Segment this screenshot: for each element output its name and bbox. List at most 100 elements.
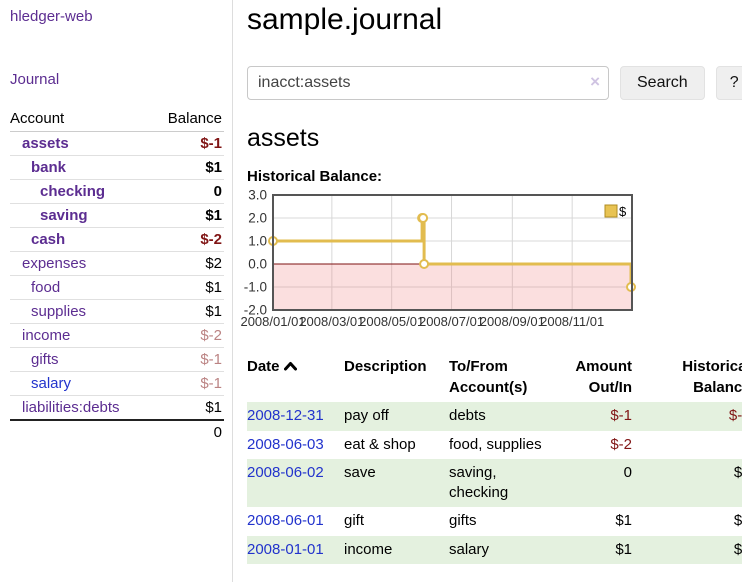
- account-balance: $2: [151, 251, 224, 276]
- register-date-cell: 2008-01-01: [247, 536, 344, 564]
- account-link-income[interactable]: income: [22, 327, 71, 344]
- account-link-saving[interactable]: saving: [40, 207, 88, 224]
- y-tick-label: 1.0: [248, 234, 267, 249]
- register-description-cell: income: [344, 540, 393, 558]
- register-date-cell: 2008-06-02: [247, 459, 344, 508]
- register-header-row: Date Description To/From Account(s) Amount Ou…: [247, 355, 742, 402]
- nav-journal: Journal: [10, 71, 224, 88]
- transaction-date-link[interactable]: 2008-06-02: [247, 463, 324, 481]
- account-name-cell: liabilities:debts: [10, 395, 152, 420]
- app-title-link[interactable]: hledger-web: [10, 8, 93, 25]
- account-row: expenses $2: [10, 251, 224, 276]
- account-heading: assets: [247, 124, 320, 152]
- search-button[interactable]: Search: [620, 66, 705, 100]
- account-name-cell: salary: [10, 371, 152, 396]
- clear-search-icon[interactable]: ×: [590, 72, 600, 91]
- transaction-date-link[interactable]: 2008-01-01: [247, 540, 324, 558]
- account-link-salary[interactable]: salary: [31, 375, 72, 392]
- register-header-description: Description: [344, 358, 427, 375]
- account-name-cell: assets: [10, 132, 151, 156]
- main-content: sample.journal × Search ? assets Histori…: [233, 0, 742, 582]
- account-row: saving $1: [10, 203, 224, 228]
- account-link-supplies[interactable]: supplies: [31, 303, 87, 320]
- y-tick-label: 0.0: [248, 257, 267, 272]
- register-header-date[interactable]: Date: [247, 355, 344, 402]
- journal-link[interactable]: Journal: [10, 71, 60, 88]
- chart-frame: [272, 194, 633, 311]
- chart-title: Historical Balance:: [247, 168, 383, 185]
- account-column-header: Account: [10, 107, 152, 132]
- y-tick-label: -2.0: [244, 303, 267, 318]
- help-button[interactable]: ?: [715, 66, 742, 100]
- data-point-marker: [418, 213, 429, 223]
- sort-asc-icon: [283, 362, 297, 371]
- account-link-assets[interactable]: assets: [22, 135, 69, 152]
- x-tick-label: 2008/09/01: [480, 314, 545, 329]
- account-link-bank[interactable]: bank: [31, 159, 67, 176]
- account-balance: $-2: [151, 227, 224, 252]
- account-name-cell: expenses: [10, 251, 152, 276]
- account-name-cell: saving: [10, 203, 152, 228]
- x-tick-label: 2008/03/01: [299, 314, 364, 329]
- account-row: income $-2: [10, 323, 224, 348]
- register-amount-cell: 0: [623, 463, 632, 481]
- account-name-cell: supplies: [10, 299, 152, 324]
- register-row: 2008-12-31 pay off debts $-1 $-1: [247, 402, 742, 431]
- account-row: checking 0: [10, 179, 224, 204]
- register-header-tofrom: To/From Account(s): [449, 358, 528, 396]
- sidebar: hledger-web Journal Account Balance asse…: [0, 0, 233, 582]
- y-tick-label: -1.0: [244, 280, 267, 295]
- negative-region-shade: [273, 264, 632, 310]
- register-accounts-cell: salary: [449, 540, 490, 558]
- historical-balance-chart: $3.0 2.0 1.0 0.0 -1.0 -2.0 2008/01/01 2008/03/0…: [240, 188, 742, 336]
- account-link-gifts[interactable]: gifts: [31, 351, 59, 368]
- transaction-date-link[interactable]: 2008-06-03: [247, 435, 324, 453]
- account-balance: $1: [151, 299, 224, 324]
- account-balance: $-1: [200, 135, 222, 152]
- transaction-date-link[interactable]: 2008-12-31: [247, 407, 324, 425]
- data-point-marker: [419, 259, 430, 269]
- accounts-total-row: 0: [10, 419, 224, 444]
- account-link-cash[interactable]: cash: [31, 231, 66, 248]
- x-tick-label: 2008/07/01: [419, 314, 484, 329]
- app-title: hledger-web: [10, 8, 224, 25]
- account-row: gifts $-1: [10, 347, 224, 372]
- search-input-wrap: ×: [247, 66, 609, 100]
- register-description-cell: pay off: [344, 407, 389, 425]
- account-link-liabilities-debts[interactable]: liabilities:debts: [22, 399, 120, 416]
- accounts-total-balance: 0: [151, 419, 224, 444]
- account-row: assets $-1: [10, 132, 224, 156]
- register-description-cell: eat & shop: [344, 435, 416, 453]
- register-balance-cell: 0: [634, 431, 742, 459]
- balance-chart-svg: $3.0 2.0 1.0 0.0 -1.0 -2.02008/01/012008/03/0…: [240, 188, 636, 329]
- account-balance: $1: [151, 203, 224, 228]
- register-row: 2008-06-02 save saving, checking 0 $2: [247, 458, 742, 508]
- account-link-expenses[interactable]: expenses: [22, 255, 87, 272]
- x-tick-label: 2008/01/01: [240, 314, 305, 329]
- register-row: 2008-06-03 eat & shop food, supplies $-20: [247, 431, 742, 459]
- accounts-table: Account Balance assets $-1 bank $1 checking 0…: [10, 107, 224, 444]
- accounts-table-header: Account Balance: [10, 107, 224, 132]
- account-name-cell: checking: [10, 179, 152, 204]
- account-name-cell: gifts: [10, 347, 152, 372]
- account-balance: $-2: [151, 323, 224, 348]
- register-amount-cell: $1: [615, 512, 632, 530]
- account-link-checking[interactable]: checking: [40, 183, 106, 200]
- register-balance-cell: $2: [733, 512, 742, 530]
- account-name-cell: income: [10, 323, 152, 348]
- account-link-food[interactable]: food: [31, 279, 61, 296]
- account-balance: $1: [151, 395, 224, 420]
- account-row: bank $1: [10, 155, 224, 180]
- register-balance-cell: $2: [733, 463, 742, 481]
- register-balance-cell: $-1: [728, 407, 742, 425]
- register-accounts-cell: saving, checking: [449, 463, 509, 502]
- register-description-cell: save: [344, 463, 376, 481]
- transaction-date-link[interactable]: 2008-06-01: [247, 512, 324, 530]
- register-row: 2008-01-01 income salary $1 $1: [247, 535, 742, 564]
- register-table: Date Description To/From Account(s) Amount Ou…: [247, 355, 742, 564]
- account-balance: $1: [151, 275, 224, 300]
- register-amount-cell: $1: [615, 540, 632, 558]
- register-date-cell: 2008-12-31: [247, 402, 344, 430]
- search-input[interactable]: [247, 66, 609, 100]
